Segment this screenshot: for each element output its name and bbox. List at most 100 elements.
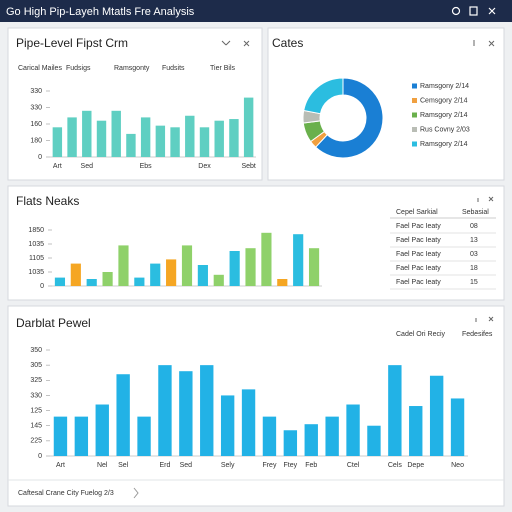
legend-label: Ramsgony 2/14 [420,83,469,90]
bar [283,430,298,456]
pie-slice [314,77,384,159]
top-bar [0,0,512,22]
tab-label[interactable]: Tier Bils [210,65,236,72]
bar [409,406,423,456]
legend-swatch [412,98,417,103]
bar [86,279,97,286]
y-tick-label: 145 [30,423,42,430]
bar [245,248,256,286]
bar [126,133,136,157]
bar [213,274,224,286]
bar [450,398,465,456]
bar [261,232,272,286]
x-tick-label: Sed [81,163,94,170]
panel-icons[interactable] [221,40,250,47]
legend-swatch [412,112,417,118]
bar [67,117,77,157]
bar [116,374,130,456]
table-cell: Fael Pac Ieaty [396,265,441,272]
x-tick-label: Cels [388,462,403,469]
tab-label[interactable]: Ramsgonty [114,65,150,72]
bar [96,120,107,157]
panel [7,305,505,507]
tab-label[interactable]: Fudsits [162,65,185,72]
x-tick-label: Neo [451,462,464,469]
x-tick-label: Depe [407,462,424,469]
bar [137,416,151,456]
bar [179,371,193,456]
y-tick-label: 1850 [28,227,44,234]
bar [95,404,109,456]
bar [150,263,161,286]
legend-label: Ramsgory 2/14 [420,112,468,119]
bar [53,416,68,456]
footer-arrow[interactable] [133,487,139,499]
bar [166,259,177,286]
bar [140,117,151,157]
panel-icons[interactable] [477,196,494,202]
panel-title: Darblat Pewel [16,316,91,330]
tab-label[interactable]: Carical Mailes [18,65,62,72]
x-tick-label: Ebs [140,163,153,170]
x-tick-label: Frey [262,462,277,469]
x-tick-label: Art [53,163,62,170]
bar [197,265,208,286]
y-tick-label: 1035 [28,241,44,248]
top-icons[interactable] [451,6,496,16]
table-cell: Fael Pac Ieaty [396,237,441,244]
x-tick-label: Sed [180,462,193,469]
y-tick-label: 0 [40,283,44,290]
bar [262,416,277,456]
y-tick-label: 350 [30,347,42,354]
panel-icons[interactable] [473,40,495,47]
x-tick-label: Nel [97,462,108,469]
bar [70,263,81,286]
x-tick-label: Sebt [241,163,255,170]
bar [429,375,444,456]
y-tick-label: 325 [30,377,42,384]
panel-title: Pipe-Level Fipst Crm [16,36,128,50]
x-tick-label: Sely [221,462,235,469]
y-tick-label: 0 [38,154,42,161]
bar [308,248,320,286]
y-tick-label: 180 [30,137,42,144]
bar [293,234,304,286]
bar [367,425,381,456]
bar [229,251,240,286]
table-cell: Fael Pac Ieaty [396,251,441,258]
bar [118,245,129,286]
legend-label: Cemsgory 2/14 [420,97,468,104]
legend-label: Ramsgory 2/14 [420,141,468,148]
tab-label[interactable]: Fudsigs [66,65,91,72]
bar [200,365,214,456]
x-tick-label: Erd [159,462,170,469]
bar [102,272,113,286]
y-tick-label: 0 [38,453,42,460]
panel-icons[interactable] [475,316,494,322]
bar [325,416,339,456]
x-tick-label: Ftey [284,462,298,469]
y-tick-label: 125 [30,407,42,414]
legend-swatch [412,141,417,147]
x-tick-label: Sel [118,462,129,469]
y-tick-label: 225 [30,438,42,445]
bar [277,279,288,286]
x-tick-label: Art [56,462,65,469]
bar [134,277,145,286]
table-header: Sebasial [462,209,489,216]
panel-title: Flats Neaks [16,194,79,208]
bar [82,110,92,157]
bar [199,127,210,157]
footer-text: Caftesal Crane City Fuelog 2/3 [18,490,114,497]
y-tick-label: 330 [30,392,42,399]
y-tick-label: 1035 [28,269,44,276]
bar [52,127,63,157]
bar [170,127,180,157]
bar [181,245,193,286]
legend-label: Rus Covny 2/03 [420,126,470,133]
bar [158,365,172,456]
app-title: Go High Pip-Layeh Mtatls Fre Analysis [6,6,195,18]
column-header: Fedesifes [462,331,493,338]
bar [229,119,239,157]
